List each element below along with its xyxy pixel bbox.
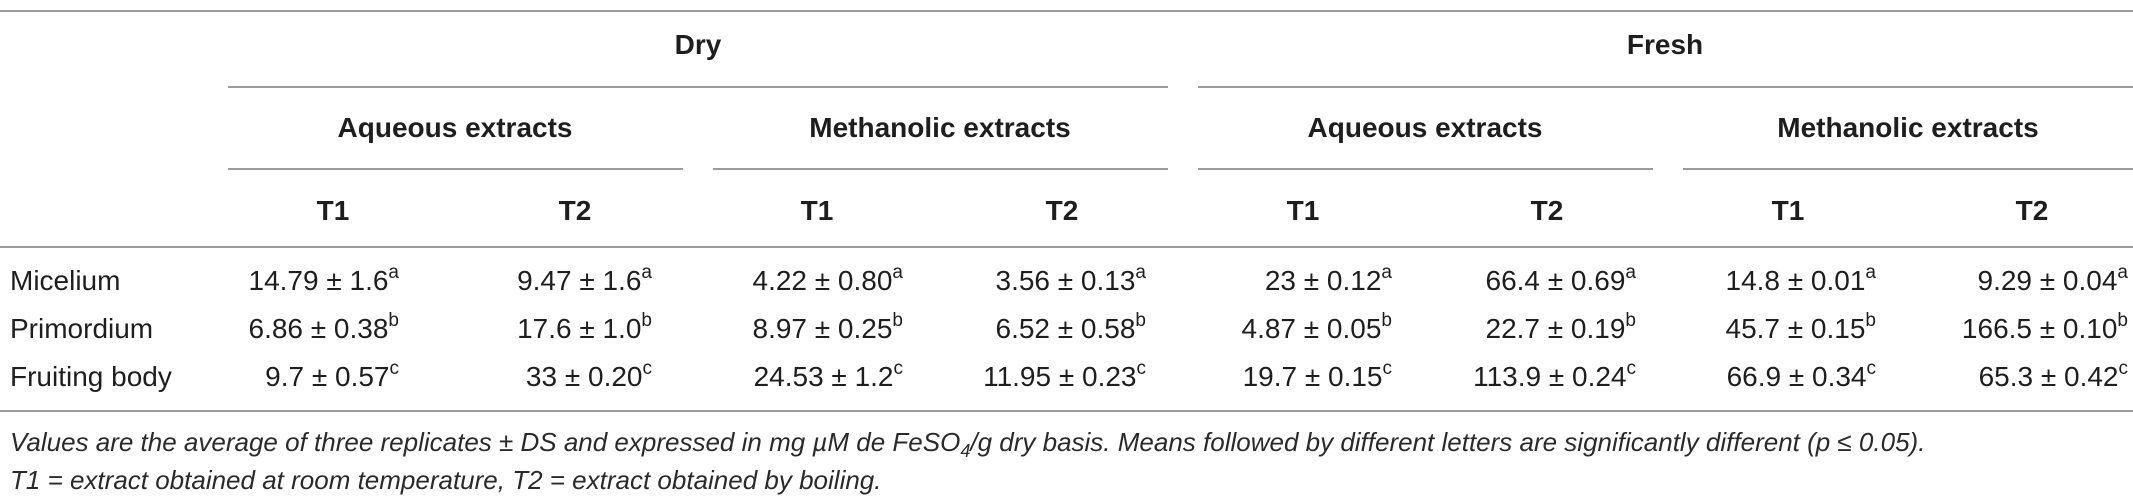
dry-aqueous-rule <box>228 168 683 170</box>
table-cell: 9.29 ± 0.04a <box>1977 261 2129 296</box>
row-label-primordium: Primordium <box>10 313 154 344</box>
dry-group-rule <box>228 86 1168 88</box>
col-header-dry-methanolic-t2: T2 <box>1045 195 1079 226</box>
fresh-group-rule <box>1198 86 2133 88</box>
col-header-fresh-methanolic-t1: T1 <box>1771 195 1805 226</box>
table-cell: 66.4 ± 0.69a <box>1485 261 1637 296</box>
table-footnote-line-2: T1 = extract obtained at room temperatur… <box>10 465 882 495</box>
subheader-dry-aqueous: Aqueous extracts <box>337 112 573 143</box>
group-header-fresh: Fresh <box>1626 29 1704 60</box>
fresh-aqueous-rule <box>1198 168 1653 170</box>
table-cell: 6.86 ± 0.38b <box>248 309 400 344</box>
col-header-dry-aqueous-t1: T1 <box>316 195 350 226</box>
subheader-fresh-methanolic: Methanolic extracts <box>1777 112 2039 143</box>
table-cell: 166.5 ± 0.10b <box>1961 309 2128 344</box>
col-header-fresh-methanolic-t2: T2 <box>2015 195 2049 226</box>
table-cell: 9.47 ± 1.6a <box>517 261 652 296</box>
table-cell: 3.56 ± 0.13a <box>995 261 1147 296</box>
table-cell: 65.3 ± 0.42c <box>1978 357 2128 392</box>
table-cell: 24.53 ± 1.2c <box>753 357 903 392</box>
table-cell: 66.9 ± 0.34c <box>1726 357 1876 392</box>
table-cell: 45.7 ± 0.15b <box>1725 309 1877 344</box>
table-footnote-line-1: Values are the average of three replicat… <box>10 427 1926 462</box>
header-bottom-rule <box>0 246 2133 248</box>
table-cell: 113.9 ± 0.24c <box>1473 357 1636 392</box>
col-header-dry-aqueous-t2: T2 <box>558 195 592 226</box>
top-rule <box>0 10 2133 12</box>
table-cell: 4.87 ± 0.05b <box>1241 309 1393 344</box>
table-cell: 9.7 ± 0.57c <box>265 357 399 392</box>
subheader-dry-methanolic: Methanolic extracts <box>809 112 1071 143</box>
table-cell: 8.97 ± 0.25b <box>752 309 904 344</box>
col-header-fresh-aqueous-t1: T1 <box>1286 195 1320 226</box>
fresh-methanolic-rule <box>1683 168 2133 170</box>
table-cell: 23 ± 0.12a <box>1264 261 1392 296</box>
table-cell: 19.7 ± 0.15c <box>1242 357 1392 392</box>
row-label-micelium: Micelium <box>10 265 121 296</box>
table-cell: 4.22 ± 0.80a <box>752 261 904 296</box>
table-cell: 14.8 ± 0.01a <box>1725 261 1877 296</box>
table-cell: 6.52 ± 0.58b <box>995 309 1147 344</box>
group-header-dry: Dry <box>674 29 722 60</box>
col-header-dry-methanolic-t1: T1 <box>800 195 834 226</box>
table-cell: 11.95 ± 0.23c <box>983 357 1146 392</box>
table-cell: 17.6 ± 1.0b <box>517 309 652 344</box>
col-header-fresh-aqueous-t2: T2 <box>1530 195 1564 226</box>
table-cell: 14.79 ± 1.6a <box>248 261 400 296</box>
table-cell: 33 ± 0.20c <box>525 357 652 392</box>
dry-methanolic-rule <box>713 168 1168 170</box>
table-bottom-rule <box>0 410 2133 412</box>
row-label-fruiting-body: Fruiting body <box>10 361 172 392</box>
subheader-fresh-aqueous: Aqueous extracts <box>1307 112 1543 143</box>
table-cell: 22.7 ± 0.19b <box>1485 309 1637 344</box>
